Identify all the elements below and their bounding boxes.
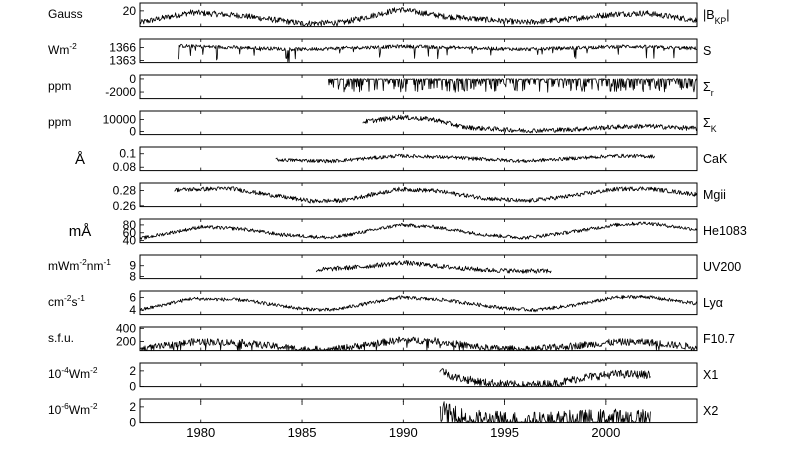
panel-frame: [139, 38, 698, 64]
y-tick-label: 0.08: [113, 160, 137, 174]
panel-7: 98 mWm-2nm-1 UV200: [48, 254, 741, 283]
y-tick-label: 0.26: [113, 199, 137, 213]
y-tick-label: 200: [116, 334, 136, 348]
panel-frame: [139, 182, 698, 208]
unit-label: 10-6Wm-2: [48, 401, 98, 417]
series-line: [178, 43, 698, 63]
series-label: X2: [703, 404, 718, 418]
y-tick-label: 20: [123, 4, 137, 18]
panel-frame: [139, 110, 698, 136]
panel-frame: [139, 254, 698, 280]
series-label: ΣK: [703, 116, 717, 134]
panel-10: 2 0 10-4Wm-2 X1: [48, 362, 718, 394]
panel-frame: [139, 218, 698, 244]
y-tick-label: 2: [129, 400, 136, 414]
series-label: Lyα: [703, 296, 723, 310]
panel-frame: [139, 398, 698, 424]
y-tick-label: 0: [129, 380, 136, 394]
x-tick-label: 2000: [591, 425, 620, 440]
unit-label: cm-2s-1: [48, 293, 85, 309]
y-tick-label: 0.1: [119, 147, 136, 161]
series-label: CaK: [703, 152, 728, 166]
x-tick-label: 1985: [288, 425, 317, 440]
series-line: [275, 153, 655, 164]
unit-label: Å: [75, 151, 85, 168]
y-tick-label: 2: [129, 364, 136, 378]
y-tick-label: 4: [129, 303, 136, 317]
series-line: [139, 336, 698, 351]
series-line: [315, 260, 552, 274]
panel-frame: [139, 362, 698, 388]
panel-2: 0-2000 ppm Σr: [48, 72, 714, 100]
series-line: [439, 401, 651, 423]
series-label: |BKP|: [703, 8, 730, 26]
y-tick-label: 0: [129, 125, 136, 139]
y-tick-label: 8: [129, 269, 136, 283]
panel-frame: [139, 146, 698, 172]
y-tick-label: 10000: [103, 112, 137, 126]
y-tick-label: 0.28: [113, 184, 137, 198]
y-tick-label: 6: [129, 290, 136, 304]
y-tick-label: 0: [129, 72, 136, 86]
panel-5: 0.280.26 Mgii: [113, 182, 726, 213]
series-line: [328, 78, 698, 93]
series-label: UV200: [703, 260, 741, 274]
x-tick-label: 1990: [389, 425, 418, 440]
series-label: F10.7: [703, 332, 735, 346]
x-tick-label: 1995: [490, 425, 519, 440]
y-tick-label: 60: [123, 226, 137, 240]
panel-0: 20 Gauss |BKP|: [48, 2, 730, 28]
series-line: [139, 7, 698, 27]
unit-label: Wm-2: [48, 41, 77, 57]
series-line: [139, 221, 698, 240]
y-tick-label: 80: [123, 218, 137, 232]
y-tick-label: -2000: [105, 85, 136, 99]
panel-8: 64 cm-2s-1 Lyα: [48, 290, 723, 317]
unit-label: 10-4Wm-2: [48, 365, 98, 381]
unit-label: mÅ: [69, 223, 92, 240]
y-tick-label: 1366: [109, 41, 136, 55]
y-tick-label: 9: [129, 259, 136, 273]
y-tick-label: 1363: [109, 53, 136, 67]
panel-frame: [139, 290, 698, 316]
y-tick-label: 0: [129, 416, 136, 430]
panel-4: 0.10.08 Å CaK: [75, 146, 728, 174]
series-label: X1: [703, 368, 718, 382]
series-line: [362, 114, 698, 134]
series-line: [439, 368, 651, 387]
y-tick-label: 400: [116, 321, 136, 335]
series-line: [139, 295, 698, 313]
unit-label: ppm: [48, 79, 71, 93]
unit-label: s.f.u.: [48, 331, 74, 345]
x-tick-label: 1980: [186, 425, 215, 440]
panel-frame: [139, 74, 698, 100]
series-label: He1083: [703, 224, 747, 238]
panel-frame: [139, 326, 698, 352]
unit-label: ppm: [48, 115, 71, 129]
series-label: Mgii: [703, 188, 726, 202]
series-label: S: [703, 44, 711, 58]
panel-frame: [139, 2, 698, 28]
series-label: Σr: [703, 80, 714, 98]
y-tick-label: 40: [123, 234, 137, 248]
unit-label: mWm-2nm-1: [48, 257, 111, 273]
series-line: [174, 186, 698, 204]
unit-label: Gauss: [48, 7, 83, 21]
